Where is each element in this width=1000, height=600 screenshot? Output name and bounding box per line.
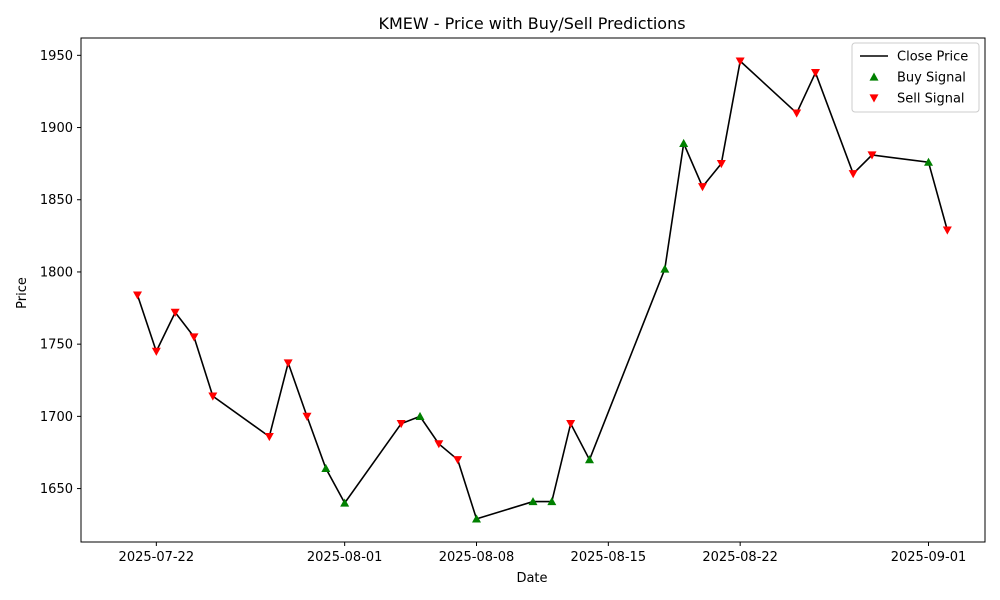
- sell-signal-marker: [792, 109, 802, 118]
- y-axis: 1650 1700 1750 1800 1850 1900 1950: [40, 49, 81, 497]
- y-tick-label: 1650: [40, 482, 73, 497]
- x-tick-label: 2025-08-08: [439, 550, 515, 565]
- legend-label: Sell Signal: [897, 92, 965, 107]
- x-axis: 2025-07-22 2025-08-01 2025-08-08 2025-08-15…: [119, 542, 967, 565]
- sell-signal-marker: [453, 456, 463, 465]
- buy-signal-marker: [340, 498, 350, 507]
- sell-signal-marker: [396, 419, 406, 429]
- sell-signal-marker: [264, 432, 274, 442]
- sell-signal-marker: [716, 160, 726, 169]
- sell-signal-marker: [811, 69, 820, 78]
- legend-buy-swatch: [869, 72, 879, 81]
- y-tick-label: 1900: [40, 121, 73, 136]
- y-tick-label: 1850: [40, 193, 73, 208]
- x-axis-label: Date: [516, 571, 547, 586]
- sell-signal-marker: [133, 291, 142, 300]
- legend-label: Close Price: [897, 50, 968, 65]
- y-tick-label: 1950: [40, 49, 73, 64]
- y-tick-label: 1700: [40, 410, 73, 425]
- sell-signal-marker: [151, 347, 161, 356]
- close-price-line: [136, 59, 949, 520]
- sell-signal-marker: [566, 419, 576, 429]
- legend-sell-swatch: [869, 94, 879, 103]
- buy-signal-marker: [472, 514, 481, 523]
- sell-signal-marker: [698, 183, 707, 192]
- sell-signal-marker: [302, 412, 312, 421]
- chart-title: KMEW - Price with Buy/Sell Predictions: [378, 14, 685, 33]
- buy-signal-marker: [321, 463, 331, 472]
- sell-signal-marker: [434, 440, 444, 449]
- legend: Close Price Buy Signal Sell Signal: [851, 42, 980, 113]
- sell-signal-marker: [942, 226, 952, 235]
- buy-signal-marker: [585, 455, 594, 464]
- x-tick-label: 2025-08-01: [307, 550, 383, 565]
- y-axis-label: Price: [15, 277, 30, 309]
- buy-signal-marker: [924, 157, 933, 166]
- buy-signal-marker: [415, 411, 425, 420]
- sell-signal-marker: [189, 333, 199, 342]
- plot-area: [133, 57, 952, 523]
- buy-signal-marker: [660, 264, 670, 273]
- sell-signal-marker: [735, 57, 745, 66]
- x-tick-label: 2025-09-01: [891, 550, 967, 565]
- x-tick-label: 2025-07-22: [119, 550, 195, 565]
- legend-box: [851, 42, 980, 113]
- buy-signal-marker: [679, 138, 689, 148]
- y-tick-label: 1750: [40, 338, 73, 353]
- buy-signal-marker: [547, 497, 557, 506]
- y-tick-label: 1800: [40, 265, 73, 280]
- buy-signal-marker: [528, 497, 538, 506]
- sell-signal-marker: [283, 359, 293, 368]
- legend-label: Buy Signal: [897, 71, 966, 86]
- sell-signal-marker: [848, 170, 858, 179]
- x-tick-label: 2025-08-15: [571, 550, 647, 565]
- sell-signal-marker: [208, 392, 218, 401]
- sell-signal-marker: [170, 308, 180, 317]
- sell-signal-marker: [867, 151, 877, 160]
- plot-frame: [80, 37, 986, 543]
- x-tick-label: 2025-08-22: [702, 550, 778, 565]
